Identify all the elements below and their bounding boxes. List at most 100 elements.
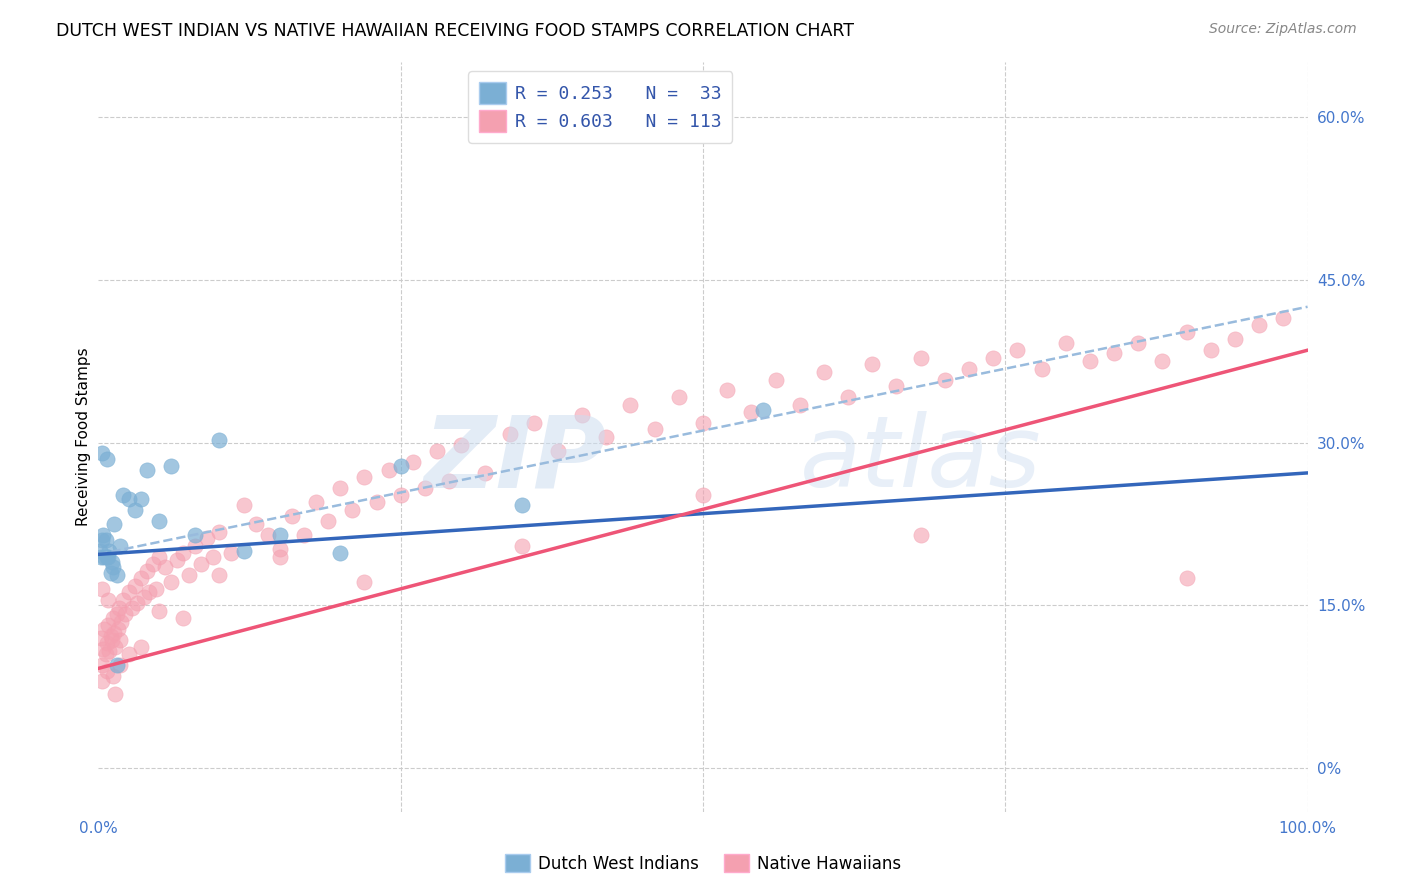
Point <box>329 481 352 495</box>
Point <box>101 560 124 574</box>
Point <box>101 611 124 625</box>
Point <box>1152 354 1174 368</box>
Point <box>94 647 117 661</box>
Point <box>114 607 136 621</box>
Point <box>138 585 160 599</box>
Legend: Dutch West Indians, Native Hawaiians: Dutch West Indians, Native Hawaiians <box>498 847 908 880</box>
Point <box>100 555 122 569</box>
Point <box>692 488 714 502</box>
Point <box>1128 335 1150 350</box>
Point <box>426 444 449 458</box>
Point <box>148 549 170 564</box>
Point <box>1223 332 1246 346</box>
Point <box>160 459 183 474</box>
Point <box>595 430 617 444</box>
Point <box>110 615 132 629</box>
Point <box>668 390 690 404</box>
Point <box>1175 325 1198 339</box>
Point <box>105 568 128 582</box>
Point <box>89 544 111 558</box>
Point <box>124 579 146 593</box>
Point <box>91 658 114 673</box>
Point <box>134 590 156 604</box>
Point <box>111 593 134 607</box>
Point <box>121 600 143 615</box>
Point <box>166 553 188 567</box>
Point <box>184 528 207 542</box>
Point <box>108 539 131 553</box>
Point <box>135 564 157 578</box>
Point <box>342 503 364 517</box>
Point <box>934 372 956 386</box>
Point <box>619 397 641 411</box>
Point <box>107 622 129 636</box>
Point <box>96 636 118 650</box>
Point <box>97 549 120 564</box>
Point <box>90 631 112 645</box>
Point <box>135 463 157 477</box>
Point <box>160 574 183 589</box>
Point <box>142 557 165 571</box>
Point <box>547 444 569 458</box>
Point <box>571 409 593 423</box>
Text: Source: ZipAtlas.com: Source: ZipAtlas.com <box>1209 22 1357 37</box>
Point <box>281 509 304 524</box>
Text: ZIP: ZIP <box>423 411 606 508</box>
Point <box>752 403 775 417</box>
Point <box>91 446 114 460</box>
Point <box>305 495 328 509</box>
Point <box>103 625 125 640</box>
Point <box>644 422 666 436</box>
Point <box>91 582 114 596</box>
Point <box>179 568 201 582</box>
Text: DUTCH WEST INDIAN VS NATIVE HAWAIIAN RECEIVING FOOD STAMPS CORRELATION CHART: DUTCH WEST INDIAN VS NATIVE HAWAIIAN REC… <box>56 22 855 40</box>
Point <box>256 528 278 542</box>
Point <box>1249 318 1271 333</box>
Point <box>510 499 533 513</box>
Point <box>100 566 122 580</box>
Point <box>129 571 152 585</box>
Point <box>245 516 267 531</box>
Point <box>96 549 118 564</box>
Point <box>91 528 114 542</box>
Point <box>129 640 152 654</box>
Point <box>190 557 212 571</box>
Point <box>96 451 118 466</box>
Point <box>108 600 131 615</box>
Point <box>129 491 152 506</box>
Point <box>101 669 124 683</box>
Point <box>1175 571 1198 585</box>
Point <box>377 463 399 477</box>
Point <box>1031 361 1053 376</box>
Point <box>172 546 194 560</box>
Text: atlas: atlas <box>800 411 1042 508</box>
Y-axis label: Receiving Food Stamps: Receiving Food Stamps <box>76 348 91 526</box>
Point <box>716 384 738 398</box>
Point <box>510 539 533 553</box>
Point <box>1102 346 1125 360</box>
Point <box>910 528 932 542</box>
Point <box>269 541 291 556</box>
Point <box>740 405 762 419</box>
Point <box>1007 343 1029 358</box>
Point <box>145 582 167 596</box>
Point <box>208 524 231 539</box>
Point <box>366 495 388 509</box>
Point <box>93 622 115 636</box>
Point <box>91 641 114 656</box>
Point <box>269 528 291 542</box>
Point <box>389 488 412 502</box>
Point <box>1054 335 1077 350</box>
Point <box>981 351 1004 365</box>
Point <box>886 379 908 393</box>
Point <box>221 546 243 560</box>
Point <box>232 544 254 558</box>
Point <box>108 633 131 648</box>
Point <box>523 416 546 430</box>
Point <box>910 351 932 365</box>
Point <box>269 549 291 564</box>
Point <box>148 604 170 618</box>
Point <box>402 455 425 469</box>
Point <box>437 474 460 488</box>
Point <box>172 611 194 625</box>
